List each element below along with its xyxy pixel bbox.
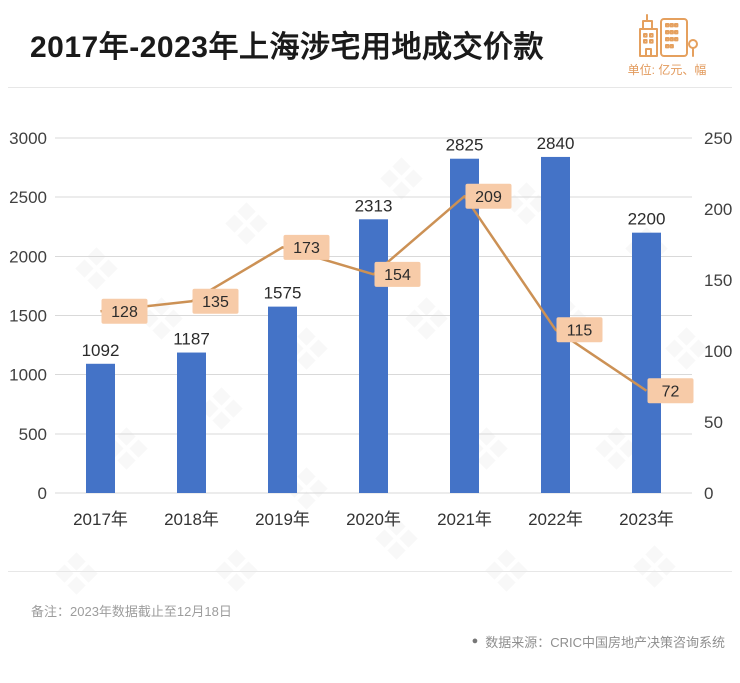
footnote: 备注：2023年数据截止至12月18日: [31, 604, 232, 619]
data-source-label: 数据来源：CRIC中国房地产决策咨询系统: [485, 635, 725, 650]
right-axis-tick: 50: [704, 413, 723, 432]
line-value-label: 115: [567, 322, 593, 339]
bar: [450, 158, 479, 494]
header-divider: [8, 87, 732, 88]
right-axis-tick: 250: [704, 129, 732, 148]
x-axis-label: 2022年: [528, 510, 583, 529]
line-value-label: 135: [202, 294, 229, 311]
data-source: ● 数据来源：CRIC中国房地产决策咨询系统: [472, 632, 725, 651]
x-axis-label: 2023年: [619, 510, 674, 529]
bar-value-label: 1575: [264, 284, 302, 303]
right-axis-tick: 150: [704, 271, 732, 290]
left-axis-tick: 2000: [9, 247, 47, 266]
line-value-label: 173: [293, 240, 320, 257]
bar: [268, 306, 297, 493]
bar-value-label: 1092: [82, 341, 120, 360]
line-series: [100, 194, 648, 392]
unit-label: 单位: 亿元、幅: [627, 63, 707, 77]
bar-value-label: 2840: [537, 134, 575, 153]
line-label-bg: [101, 298, 148, 324]
x-axis-label: 2021年: [437, 510, 492, 529]
left-axis-tick: 500: [19, 425, 47, 444]
line-label-bg: [374, 261, 421, 287]
right-axis-tick: 0: [704, 484, 713, 503]
line-label-bg: [283, 234, 330, 260]
line-label-bg: [556, 317, 603, 343]
line-label-bg: [647, 378, 694, 404]
left-axis-tick: 1500: [9, 306, 47, 325]
left-axis-tick: 1000: [9, 366, 47, 385]
left-axis-tick: 3000: [9, 129, 47, 148]
line-label-bg: [192, 288, 239, 314]
bar: [177, 352, 206, 493]
x-axis-label: 2017年: [73, 510, 128, 529]
buildings-icon: [639, 14, 698, 57]
bar-value-label: 2313: [355, 196, 393, 215]
bar-value-label: 2200: [628, 210, 666, 229]
bar: [359, 219, 388, 494]
bar: [632, 232, 661, 493]
page-title: 2017年-2023年上海涉宅用地成交价款: [30, 31, 544, 64]
left-axis-tick: 2500: [9, 188, 47, 207]
line-value-label: 72: [662, 383, 680, 400]
left-axis-tick: 0: [38, 484, 47, 503]
bullet-icon: ●: [471, 635, 479, 647]
line-value-label: 209: [475, 189, 502, 206]
line-value-label: 154: [384, 267, 411, 284]
x-axis-label: 2019年: [255, 510, 310, 529]
right-axis-tick: 100: [704, 342, 732, 361]
line-label-bg: [465, 183, 512, 209]
x-axis-label: 2020年: [346, 510, 401, 529]
bar-value-label: 2825: [446, 136, 484, 155]
bar: [86, 363, 115, 493]
x-axis-label: 2018年: [164, 510, 219, 529]
footer-divider: [8, 571, 732, 572]
unit-block: 单位: 亿元、幅: [612, 12, 722, 78]
bar-value-label: 1187: [173, 330, 210, 349]
line-value-label: 128: [111, 304, 138, 321]
right-axis-tick: 200: [704, 200, 732, 219]
